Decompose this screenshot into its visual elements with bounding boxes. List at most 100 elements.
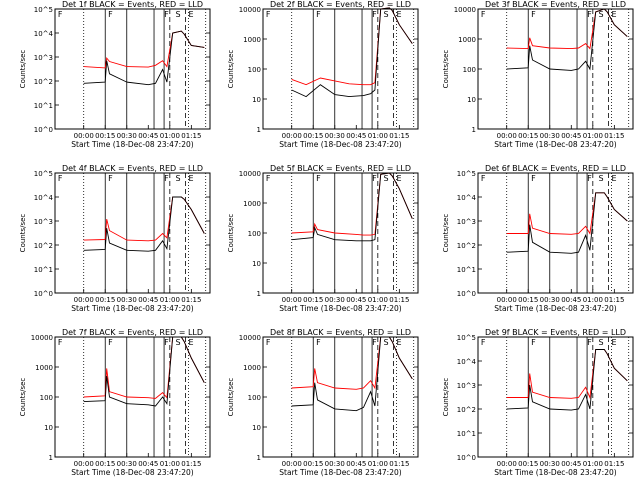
y-tick-label: 10^0 [34,126,53,134]
y-tick-label: 10^3 [34,54,53,62]
marker-label: F [316,338,321,347]
lld-series-line [83,196,205,242]
marker-label: S [176,174,181,183]
marker-label: F [587,174,592,183]
x-axis-label: Start Time (18-Dec-08 23:47:20) [494,304,616,313]
x-tick-label: 00:30 [117,296,137,304]
y-tick-label: 10^3 [457,218,476,226]
panel-title: Det 5f BLACK = Events, RED = LLD [270,164,411,173]
marker-label: F [164,10,169,19]
x-tick-label: 00:45 [561,132,581,140]
y-tick-label: 100 [463,66,476,74]
panel-title: Det 8f BLACK = Events, RED = LLD [270,328,411,337]
x-tick-label: 01:15 [181,296,201,304]
x-tick-label: 00:45 [138,132,158,140]
x-tick-label: 01:00 [160,296,180,304]
events-series-line [506,8,628,71]
y-tick-label: 1000 [35,364,53,372]
marker-label: F [164,338,169,347]
x-tick-label: 01:00 [368,132,388,140]
marker-label: S [176,338,181,347]
x-tick-label: 00:00 [282,460,302,468]
x-tick-label: 00:15 [518,296,538,304]
y-tick-label: 10^3 [34,218,53,226]
y-tick-label: 10000 [454,6,476,14]
marker-label: F [58,338,63,347]
y-tick-label: 100 [40,394,53,402]
x-tick-label: 00:30 [540,132,560,140]
x-axis-label: Start Time (18-Dec-08 23:47:20) [494,468,616,477]
x-tick-label: 01:00 [160,460,180,468]
y-axis-label: Counts/sec [442,378,450,417]
x-tick-label: 00:15 [518,132,538,140]
events-series-line [291,172,413,242]
y-tick-label: 10000 [239,6,261,14]
x-tick-label: 00:15 [303,132,323,140]
x-tick-label: 00:45 [346,460,366,468]
y-tick-label: 1000 [243,36,261,44]
y-tick-label: 10^2 [34,78,53,86]
x-tick-label: 00:45 [138,460,158,468]
y-tick-label: 10 [252,96,261,104]
marker-label: E [188,338,193,347]
x-tick-label: 00:30 [117,132,137,140]
y-tick-label: 10 [467,96,476,104]
x-tick-label: 01:00 [368,296,388,304]
x-axis-label: Start Time (18-Dec-08 23:47:20) [279,304,401,313]
x-tick-label: 00:15 [303,296,323,304]
y-tick-label: 10^5 [34,170,53,178]
marker-label: E [396,10,401,19]
marker-label: F [587,10,592,19]
y-tick-label: 100 [248,66,261,74]
marker-label: F [108,338,113,347]
x-tick-label: 01:00 [583,296,603,304]
x-tick-label: 01:00 [583,132,603,140]
y-tick-label: 10^2 [457,242,476,250]
x-tick-label: 01:15 [604,132,624,140]
x-axis-label: Start Time (18-Dec-08 23:47:20) [279,140,401,149]
panel-title: Det 3f BLACK = Events, RED = LLD [485,0,626,9]
y-tick-label: 1 [257,290,261,298]
x-tick-label: 01:15 [389,132,409,140]
events-series-line [291,7,413,98]
marker-label: F [316,10,321,19]
y-tick-label: 10^0 [34,290,53,298]
x-axis-label: Start Time (18-Dec-08 23:47:20) [71,140,193,149]
y-axis-label: Counts/sec [19,50,27,89]
marker-label: F [58,10,63,19]
marker-label: S [384,174,389,183]
y-tick-label: 10^4 [457,194,477,202]
y-tick-label: 10^4 [34,194,54,202]
marker-label: F [58,174,63,183]
x-axis-label: Start Time (18-Dec-08 23:47:20) [494,140,616,149]
x-tick-label: 01:15 [181,460,201,468]
y-axis-label: Counts/sec [19,378,27,417]
x-tick-label: 00:30 [117,460,137,468]
plot-frame [477,336,634,458]
x-tick-label: 00:00 [282,132,302,140]
x-tick-label: 00:30 [540,460,560,468]
marker-label: E [396,338,401,347]
y-tick-label: 10^2 [34,242,53,250]
y-tick-label: 10 [252,424,261,432]
x-tick-label: 00:00 [74,132,94,140]
y-tick-label: 1 [49,454,53,462]
y-tick-label: 10^0 [457,454,476,462]
y-tick-label: 1000 [243,200,261,208]
lld-series-line [291,336,413,390]
lld-series-line [291,7,413,86]
marker-label: F [481,174,486,183]
x-tick-label: 00:00 [74,460,94,468]
y-tick-label: 10^5 [457,334,476,342]
plot-frame [262,8,419,130]
panel-title: Det 7f BLACK = Events, RED = LLD [62,328,203,337]
marker-label: F [372,10,377,19]
marker-label: E [611,10,616,19]
y-tick-label: 10 [252,260,261,268]
marker-label: S [599,10,604,19]
x-tick-label: 00:45 [561,460,581,468]
